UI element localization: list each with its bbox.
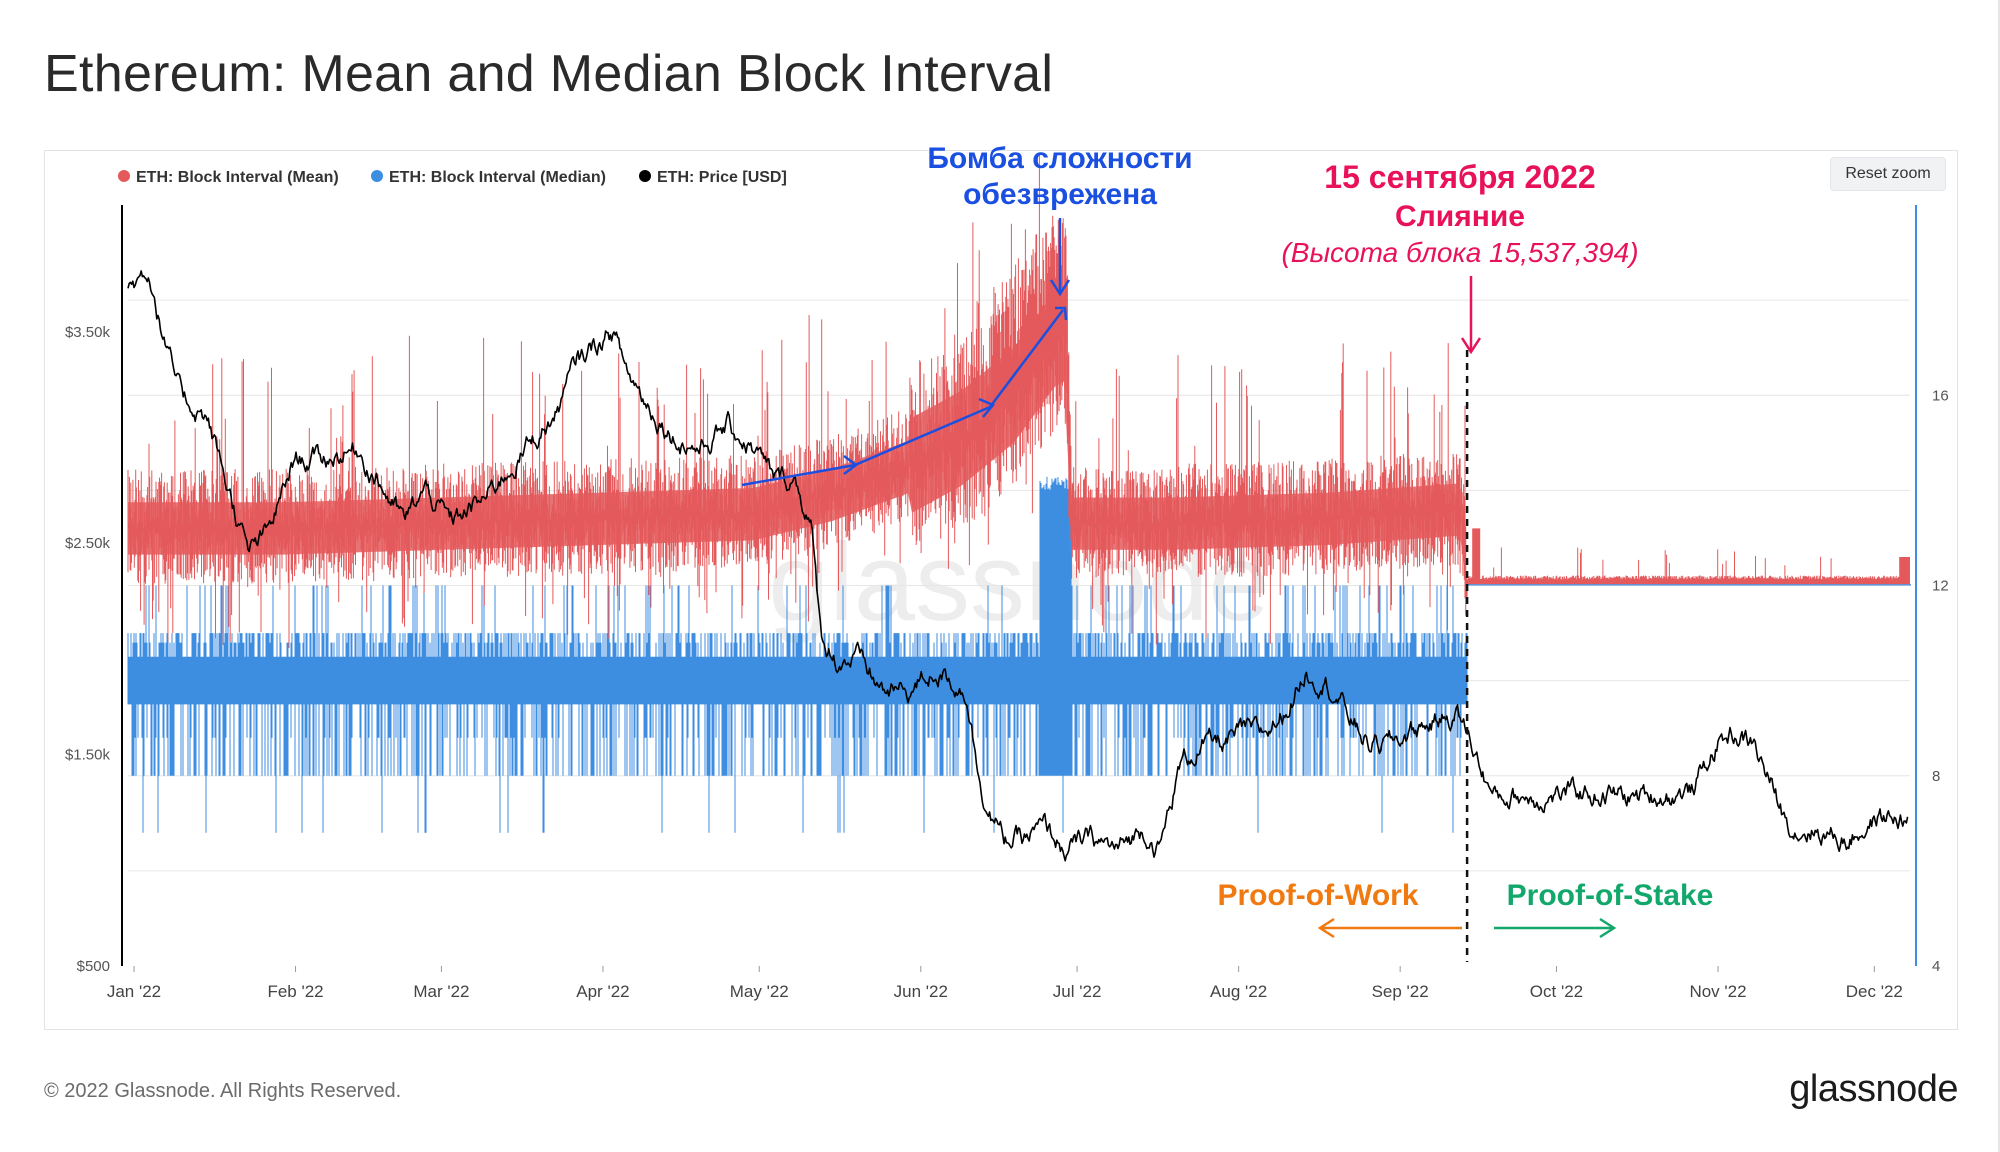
axes: $500 $1.50k $2.50k $3.50k 4 8 12 16 Jan '22 Feb '… xyxy=(65,205,1949,1001)
y-right-tick-label: 12 xyxy=(1932,578,1949,595)
price-line xyxy=(127,270,1909,862)
legend-dot-mean xyxy=(118,170,130,182)
legend-dot-price xyxy=(639,170,651,182)
merge-date-label: 15 сентября 2022 xyxy=(1324,159,1595,195)
mean-core-band xyxy=(128,286,1464,566)
bomb-label-line2: обезврежена xyxy=(963,178,1157,211)
median-core-band xyxy=(128,666,1468,700)
series-price xyxy=(127,270,1909,862)
annotation-merge: 15 сентября 2022 Слияние (Высота блока 1… xyxy=(1281,159,1639,962)
legend-dot-median xyxy=(371,170,383,182)
y-right-tick-label: 16 xyxy=(1932,387,1949,404)
bomb-trend-head-3 xyxy=(1055,306,1068,321)
y-left-tick-label: $3.50k xyxy=(65,324,111,341)
x-tick-label: Jun '22 xyxy=(894,982,948,1001)
merge-name-label: Слияние xyxy=(1395,200,1525,233)
series-mean xyxy=(127,154,1910,648)
annotation-difficulty-bomb: Бомба сложности обезврежена xyxy=(741,142,1193,487)
y-right-tick-label: 8 xyxy=(1932,768,1940,785)
annotation-consensus: Proof-of-Work Proof-of-Stake xyxy=(1217,879,1714,939)
pow-arrow-head xyxy=(1317,917,1335,939)
x-tick-label: Mar '22 xyxy=(413,982,469,1001)
bomb-trend-head-1 xyxy=(843,455,859,475)
median-line-pos xyxy=(1467,584,1911,586)
y-left-tick-label: $1.50k xyxy=(65,747,111,764)
reset-zoom-button[interactable]: Reset zoom xyxy=(1830,157,1946,191)
x-tick-label: Aug '22 xyxy=(1210,982,1267,1001)
bomb-trend-arrow xyxy=(741,309,1064,487)
x-tick-label: Sep '22 xyxy=(1372,982,1429,1001)
legend[interactable]: ETH: Block Interval (Mean) ETH: Block In… xyxy=(118,169,787,186)
page-title: Ethereum: Mean and Median Block Interval xyxy=(44,45,1054,103)
copyright-footer: © 2022 Glassnode. All Rights Reserved. xyxy=(44,1080,402,1102)
bomb-trend-head-2 xyxy=(978,397,996,418)
x-tick-label: Feb '22 xyxy=(267,982,323,1001)
x-tick-label: Apr '22 xyxy=(576,982,629,1001)
x-tick-label: Jan '22 xyxy=(107,982,161,1001)
y-left-tick-label: $500 xyxy=(77,958,110,975)
legend-label-price[interactable]: ETH: Price [USD] xyxy=(657,169,787,186)
page-right-edge xyxy=(1998,0,2000,1152)
bomb-label-line1: Бомба сложности xyxy=(927,142,1192,175)
x-tick-label: Oct '22 xyxy=(1530,982,1583,1001)
merge-block-label: (Высота блока 15,537,394) xyxy=(1281,237,1638,268)
x-tick-label: Dec '22 xyxy=(1846,982,1903,1001)
series-median xyxy=(127,476,1911,833)
pow-label: Proof-of-Work xyxy=(1217,879,1418,912)
brand-logo: glassnode xyxy=(1789,1068,1958,1110)
x-tick-label: Nov '22 xyxy=(1689,982,1746,1001)
x-tick-label: May '22 xyxy=(730,982,789,1001)
pos-arrow-head xyxy=(1599,917,1617,939)
y-left-tick-label: $2.50k xyxy=(65,535,111,552)
pos-label: Proof-of-Stake xyxy=(1507,879,1714,912)
bomb-down-arrow-head xyxy=(1049,279,1071,297)
chart-frame xyxy=(44,150,1958,1030)
merge-down-arrow-head xyxy=(1460,337,1482,355)
y-right-tick-label: 4 xyxy=(1932,958,1940,975)
legend-label-mean[interactable]: ETH: Block Interval (Mean) xyxy=(136,169,339,186)
x-tick-label: Jul '22 xyxy=(1053,982,1102,1001)
legend-label-median[interactable]: ETH: Block Interval (Median) xyxy=(389,169,606,186)
